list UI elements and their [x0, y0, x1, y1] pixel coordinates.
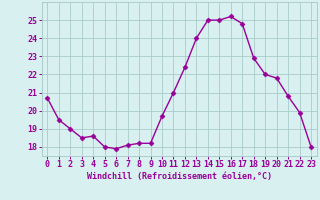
X-axis label: Windchill (Refroidissement éolien,°C): Windchill (Refroidissement éolien,°C) [87, 172, 272, 181]
